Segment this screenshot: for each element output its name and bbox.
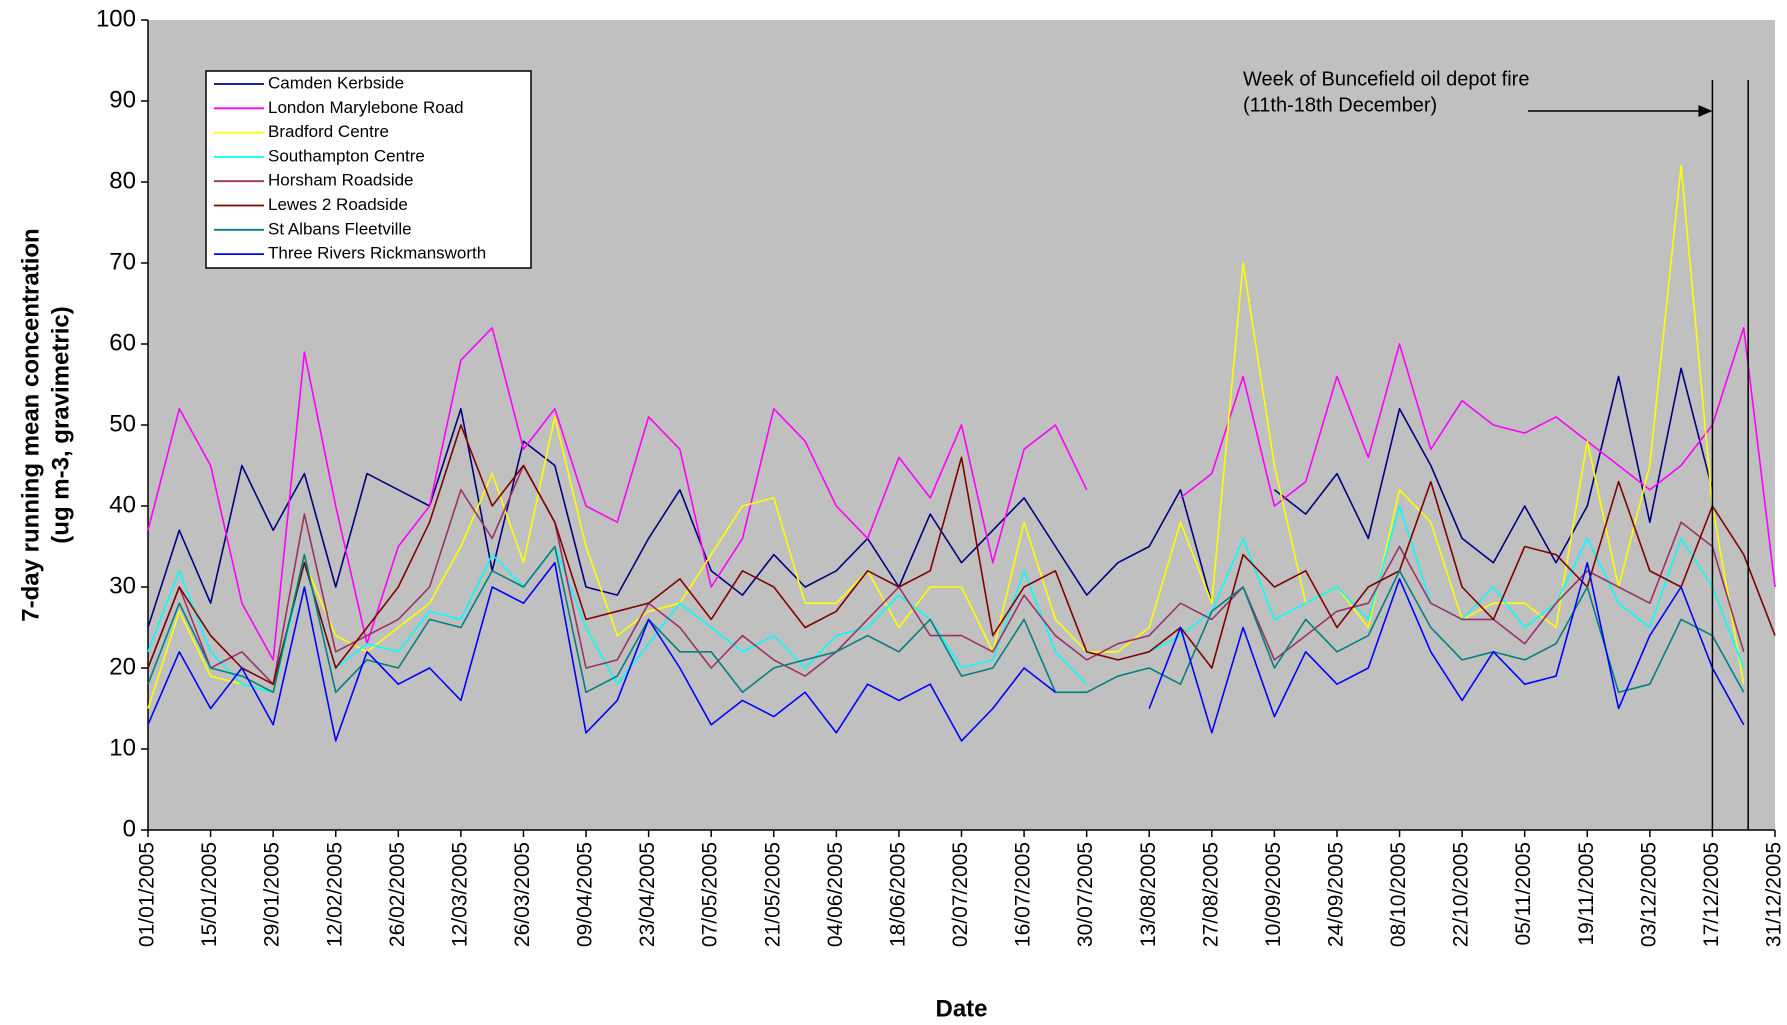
legend-label: Camden Kerbside xyxy=(268,73,404,92)
x-tick-label: 04/06/2005 xyxy=(824,842,847,947)
x-axis-title: Date xyxy=(935,995,987,1022)
x-tick-label: 31/12/2005 xyxy=(1763,842,1786,947)
y-tick-label: 50 xyxy=(109,410,136,437)
x-tick-label: 10/09/2005 xyxy=(1262,842,1285,947)
legend-label: Southampton Centre xyxy=(268,146,425,165)
legend-label: Horsham Roadside xyxy=(268,171,414,190)
series-line xyxy=(147,327,1776,661)
x-tick-label: 12/03/2005 xyxy=(448,842,471,947)
x-tick-label: 21/05/2005 xyxy=(761,842,784,947)
x-tick-label: 30/07/2005 xyxy=(1074,842,1097,947)
legend-label: London Marylebone Road xyxy=(268,98,464,117)
x-tick-label: 07/05/2005 xyxy=(699,842,722,947)
x-tick-label: 02/07/2005 xyxy=(949,842,972,947)
annotation-text: Week of Buncefield oil depot fire xyxy=(1243,68,1529,90)
x-tick-label: 15/01/2005 xyxy=(198,842,221,947)
x-tick-label: 16/07/2005 xyxy=(1012,842,1035,947)
y-tick-label: 40 xyxy=(109,491,136,518)
x-tick-label: 08/10/2005 xyxy=(1387,842,1410,947)
series-line xyxy=(147,165,1745,709)
y-tick-label: 10 xyxy=(109,734,136,761)
x-tick-label: 19/11/2005 xyxy=(1575,842,1598,946)
series-line xyxy=(147,464,1745,685)
legend-label: Three Rivers Rickmansworth xyxy=(268,244,486,263)
x-tick-label: 18/06/2005 xyxy=(886,842,909,947)
y-axis-title: (ug m-3, gravimetric) xyxy=(47,306,74,543)
x-tick-label: 27/08/2005 xyxy=(1199,842,1222,947)
y-tick-label: 30 xyxy=(109,572,136,599)
y-axis-title: 7-day running mean concentration xyxy=(17,228,44,621)
x-tick-label: 17/12/2005 xyxy=(1700,842,1723,947)
x-tick-label: 05/11/2005 xyxy=(1512,842,1535,946)
series-line xyxy=(147,424,1776,685)
x-tick-label: 13/08/2005 xyxy=(1137,842,1160,947)
legend-label: Lewes 2 Roadside xyxy=(268,195,408,214)
arrow-head xyxy=(1698,105,1713,117)
x-tick-label: 26/02/2005 xyxy=(386,842,409,947)
y-tick-label: 90 xyxy=(109,86,136,113)
x-tick-label: 12/02/2005 xyxy=(323,842,346,947)
series-line xyxy=(147,561,1745,742)
series-line xyxy=(147,545,1745,694)
x-tick-label: 03/12/2005 xyxy=(1637,842,1660,947)
x-tick-label: 09/04/2005 xyxy=(574,842,597,947)
series-line xyxy=(147,367,1714,628)
x-tick-label: 23/04/2005 xyxy=(636,842,659,947)
y-tick-label: 70 xyxy=(109,248,136,275)
x-tick-label: 26/03/2005 xyxy=(511,842,534,947)
x-tick-label: 22/10/2005 xyxy=(1450,842,1473,947)
annotation-text: (11th-18th December) xyxy=(1243,94,1437,116)
legend-label: Bradford Centre xyxy=(268,122,389,141)
y-tick-label: 60 xyxy=(109,329,136,356)
y-tick-label: 20 xyxy=(109,653,136,680)
legend-label: St Albans Fleetville xyxy=(268,219,412,238)
x-tick-label: 29/01/2005 xyxy=(261,842,284,947)
legend-box xyxy=(205,70,532,269)
x-tick-label: 24/09/2005 xyxy=(1325,842,1348,947)
y-tick-label: 0 xyxy=(123,815,136,842)
x-tick-label: 01/01/2005 xyxy=(136,842,159,947)
y-tick-label: 80 xyxy=(109,167,136,194)
y-tick-label: 100 xyxy=(96,5,136,32)
